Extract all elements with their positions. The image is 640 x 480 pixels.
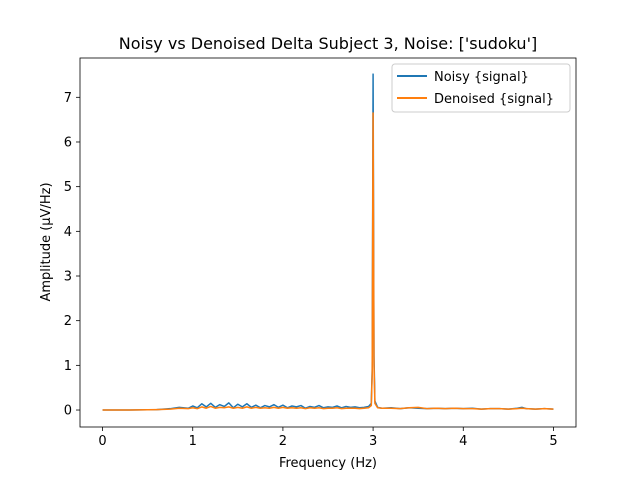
legend-label-denoised: Denoised {signal} bbox=[434, 92, 554, 107]
y-tick-label: 0 bbox=[64, 404, 72, 419]
y-tick-label: 6 bbox=[64, 135, 72, 150]
axes-frame bbox=[79, 57, 577, 428]
x-tick-label: 0 bbox=[98, 434, 106, 449]
x-tick-label: 4 bbox=[459, 434, 467, 449]
y-axis-ticks: 0 1 2 3 4 5 6 7 bbox=[64, 91, 80, 419]
chart-title: Noisy vs Denoised Delta Subject 3, Noise… bbox=[119, 34, 537, 53]
legend: Noisy {signal} Denoised {signal} bbox=[391, 63, 571, 113]
y-tick-label: 3 bbox=[64, 270, 72, 285]
y-tick-label: 7 bbox=[64, 91, 72, 106]
plot-area bbox=[79, 57, 577, 428]
y-axis-label: Amplitude (μV/Hz) bbox=[39, 182, 54, 301]
y-tick-label: 5 bbox=[64, 180, 72, 195]
x-axis-label: Frequency (Hz) bbox=[279, 456, 377, 471]
y-tick-label: 1 bbox=[64, 359, 72, 374]
x-tick-label: 5 bbox=[549, 434, 557, 449]
y-tick-label: 4 bbox=[64, 225, 72, 240]
x-axis-ticks: 0 1 2 3 4 5 bbox=[98, 427, 558, 449]
series-layer bbox=[102, 73, 554, 411]
x-tick-label: 2 bbox=[279, 434, 287, 449]
legend-label-noisy: Noisy {signal} bbox=[434, 70, 529, 85]
x-tick-label: 1 bbox=[189, 434, 197, 449]
x-tick-label: 3 bbox=[369, 434, 377, 449]
series-line-denoised bbox=[102, 112, 554, 411]
legend-box bbox=[391, 63, 571, 113]
y-tick-label: 2 bbox=[64, 314, 72, 329]
